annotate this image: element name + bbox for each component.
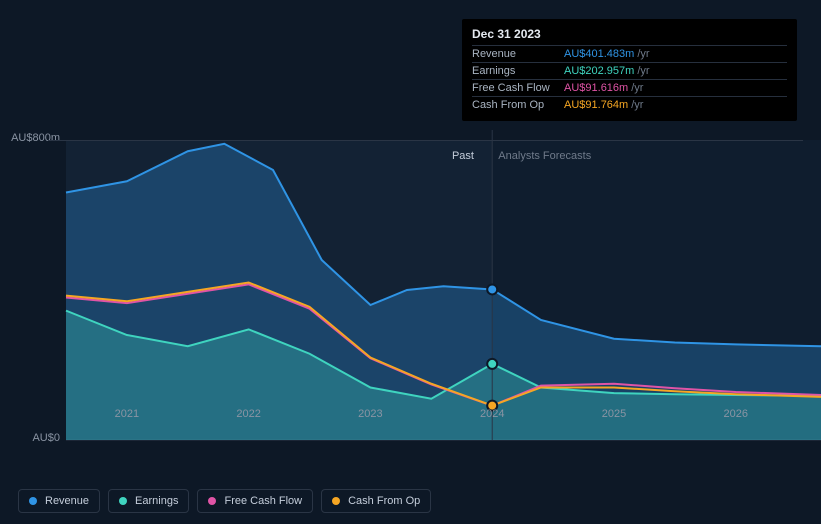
tooltip-row-value: AU$401.483m bbox=[564, 48, 634, 60]
x-tick-label: 2023 bbox=[358, 408, 382, 420]
x-tick-label: 2026 bbox=[724, 408, 748, 420]
legend-label: Revenue bbox=[45, 495, 89, 507]
marker-earnings bbox=[487, 359, 497, 369]
legend-item-free_cash_flow[interactable]: Free Cash Flow bbox=[197, 489, 313, 513]
tooltip-row-label: Free Cash Flow bbox=[472, 82, 564, 94]
tooltip-row-value: AU$91.764m bbox=[564, 99, 628, 111]
tooltip-row-label: Cash From Op bbox=[472, 99, 564, 111]
tooltip-date: Dec 31 2023 bbox=[472, 27, 787, 41]
tooltip-row-value: AU$202.957m bbox=[564, 65, 634, 77]
tooltip-row: EarningsAU$202.957m/yr bbox=[472, 62, 787, 79]
region-label-forecast: Analysts Forecasts bbox=[498, 150, 591, 162]
chart-tooltip: Dec 31 2023 RevenueAU$401.483m/yrEarning… bbox=[462, 19, 797, 121]
legend-label: Cash From Op bbox=[348, 495, 420, 507]
y-tick-label: AU$800m bbox=[5, 132, 60, 144]
legend-item-earnings[interactable]: Earnings bbox=[108, 489, 189, 513]
y-gridline bbox=[48, 140, 803, 141]
marker-revenue bbox=[487, 284, 497, 294]
tooltip-row-label: Earnings bbox=[472, 65, 564, 77]
legend-swatch bbox=[119, 497, 127, 505]
legend-label: Free Cash Flow bbox=[224, 495, 302, 507]
tooltip-row-unit: /yr bbox=[631, 99, 643, 111]
chart-plot[interactable] bbox=[66, 140, 821, 440]
x-tick-label: 2025 bbox=[602, 408, 626, 420]
legend-swatch bbox=[29, 497, 37, 505]
tooltip-row-unit: /yr bbox=[631, 82, 643, 94]
legend-swatch bbox=[208, 497, 216, 505]
legend-item-revenue[interactable]: Revenue bbox=[18, 489, 100, 513]
x-tick-label: 2022 bbox=[236, 408, 260, 420]
region-label-past: Past bbox=[452, 150, 474, 162]
tooltip-row-unit: /yr bbox=[637, 48, 649, 60]
tooltip-row-value: AU$91.616m bbox=[564, 82, 628, 94]
tooltip-row: RevenueAU$401.483m/yr bbox=[472, 45, 787, 62]
x-axis: 2021 2022 2023 2024 2025 2026 bbox=[66, 408, 785, 428]
y-tick-label: AU$0 bbox=[5, 432, 60, 444]
tooltip-row: Cash From OpAU$91.764m/yr bbox=[472, 96, 787, 113]
tooltip-row-unit: /yr bbox=[637, 65, 649, 77]
legend-item-cash_from_op[interactable]: Cash From Op bbox=[321, 489, 431, 513]
tooltip-row-label: Revenue bbox=[472, 48, 564, 60]
legend-label: Earnings bbox=[135, 495, 178, 507]
x-tick-label: 2024 bbox=[480, 408, 504, 420]
x-tick-label: 2021 bbox=[115, 408, 139, 420]
tooltip-row: Free Cash FlowAU$91.616m/yr bbox=[472, 79, 787, 96]
legend-swatch bbox=[332, 497, 340, 505]
tooltip-rows: RevenueAU$401.483m/yrEarningsAU$202.957m… bbox=[472, 45, 787, 113]
legend-row: Revenue Earnings Free Cash Flow Cash From O… bbox=[18, 489, 431, 513]
